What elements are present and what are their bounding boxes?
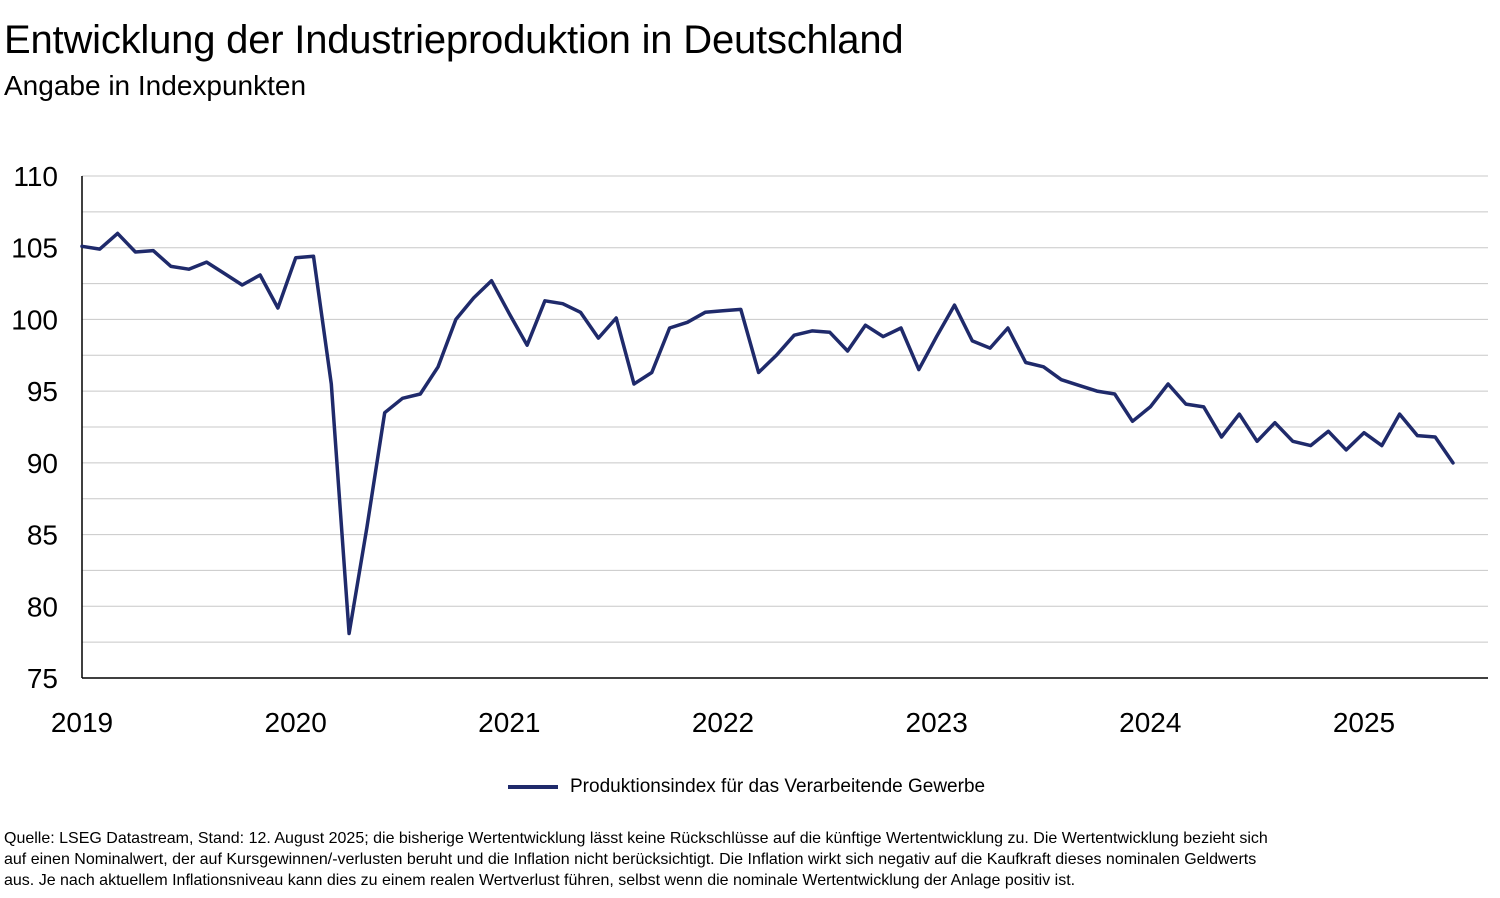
y-axis-ticks: 75 80 85 90 95 100 105 110	[11, 161, 58, 694]
x-tick-label: 2021	[478, 707, 540, 738]
y-tick-label: 75	[27, 663, 58, 694]
x-tick-label: 2024	[1119, 707, 1181, 738]
source-line: aus. Je nach aktuellem Inflationsniveau …	[4, 872, 1076, 889]
x-tick-label: 2025	[1333, 707, 1395, 738]
x-axis-ticks: 2019 2020 2021 2022 2023 2024 2025	[51, 707, 1395, 738]
y-tick-label: 95	[27, 376, 58, 407]
x-tick-label: 2020	[265, 707, 327, 738]
chart-subtitle: Angabe in Indexpunkten	[4, 70, 307, 101]
y-tick-label: 80	[27, 591, 58, 622]
x-tick-label: 2023	[906, 707, 968, 738]
legend-label: Produktionsindex für das Verarbeitende G…	[570, 776, 986, 797]
y-tick-label: 105	[11, 233, 58, 264]
axes	[81, 176, 1488, 679]
x-tick-label: 2019	[51, 707, 113, 738]
source-line: auf einen Nominalwert, der auf Kursgewin…	[4, 851, 1257, 868]
source-line: Quelle: LSEG Datastream, Stand: 12. Augu…	[4, 830, 1268, 847]
y-tick-label: 100	[11, 304, 58, 335]
y-tick-label: 85	[27, 520, 58, 551]
y-tick-label: 90	[27, 448, 58, 479]
legend: Produktionsindex für das Verarbeitende G…	[508, 776, 985, 798]
legend-swatch	[508, 785, 558, 789]
series-line	[80, 231, 1455, 636]
x-tick-label: 2022	[692, 707, 754, 738]
line-chart: 75 80 85 90 95 100 105 110 2019 2020 2021 2022 2023…	[11, 161, 1488, 738]
grid-lines	[82, 175, 1488, 643]
series-layer	[80, 231, 1455, 636]
y-tick-label: 110	[13, 161, 58, 192]
chart-title: Entwicklung der Industrieproduktion in D…	[4, 18, 904, 62]
source-note: Quelle: LSEG Datastream, Stand: 12. Augu…	[4, 828, 1496, 891]
